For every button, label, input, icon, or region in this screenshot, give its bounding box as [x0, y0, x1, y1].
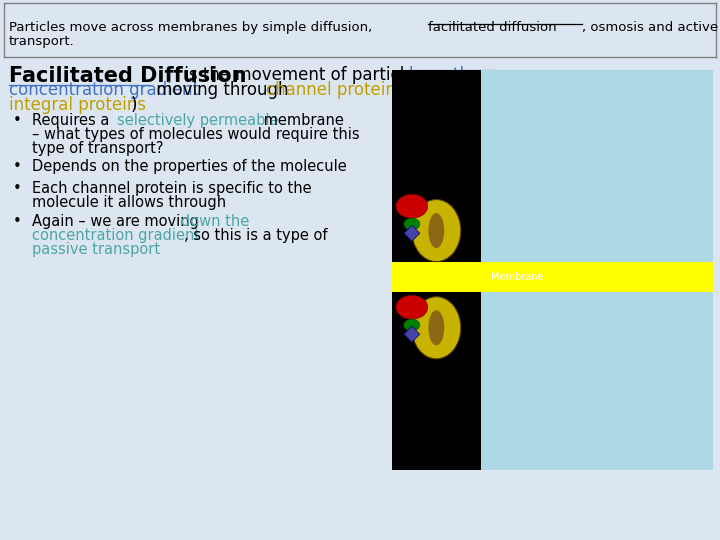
- Text: is the movement of particles: is the movement of particles: [179, 66, 428, 84]
- Text: Requires a: Requires a: [32, 113, 114, 129]
- Text: facilitated diffusion: facilitated diffusion: [428, 21, 557, 33]
- Text: down the: down the: [403, 66, 480, 84]
- Text: , so this is a type of: , so this is a type of: [184, 228, 328, 244]
- Text: channel proteins: channel proteins: [266, 81, 405, 99]
- Ellipse shape: [428, 213, 444, 248]
- Text: transport.: transport.: [9, 35, 74, 48]
- Text: Again – we are moving: Again – we are moving: [32, 214, 204, 230]
- Text: Depends on the properties of the molecule: Depends on the properties of the molecul…: [32, 159, 347, 174]
- Text: (type of: (type of: [409, 81, 479, 99]
- Text: down the: down the: [181, 214, 249, 230]
- Text: selectively permeable: selectively permeable: [117, 113, 279, 129]
- Circle shape: [404, 319, 420, 331]
- Polygon shape: [404, 225, 420, 241]
- Polygon shape: [404, 326, 420, 342]
- Text: ): ): [131, 96, 138, 114]
- Circle shape: [396, 295, 428, 319]
- Text: , osmosis and active: , osmosis and active: [582, 21, 718, 33]
- Text: Membrane: Membrane: [491, 272, 544, 282]
- Text: – what types of molecules would require this: – what types of molecules would require …: [32, 127, 360, 143]
- Text: •: •: [13, 214, 22, 230]
- FancyBboxPatch shape: [392, 262, 713, 292]
- Text: •: •: [13, 181, 22, 196]
- Ellipse shape: [412, 200, 461, 262]
- Text: moving through: moving through: [151, 81, 294, 99]
- Text: concentration gradient: concentration gradient: [9, 81, 199, 99]
- FancyBboxPatch shape: [481, 70, 713, 470]
- Text: Each channel protein is specific to the: Each channel protein is specific to the: [32, 181, 312, 196]
- Text: Particles move across membranes by simple diffusion,: Particles move across membranes by simpl…: [9, 21, 376, 33]
- Text: molecule it allows through: molecule it allows through: [32, 195, 227, 210]
- Text: membrane: membrane: [259, 113, 344, 129]
- Ellipse shape: [412, 297, 461, 359]
- Ellipse shape: [428, 310, 444, 346]
- Text: concentration gradient: concentration gradient: [32, 228, 201, 244]
- Text: •: •: [13, 159, 22, 174]
- Text: type of transport?: type of transport?: [32, 141, 164, 157]
- Text: •: •: [13, 113, 22, 129]
- Circle shape: [404, 218, 420, 230]
- Circle shape: [396, 194, 428, 218]
- Text: passive transport: passive transport: [32, 242, 161, 258]
- Text: Facilitated Diffusion: Facilitated Diffusion: [9, 66, 246, 86]
- Text: integral proteins: integral proteins: [9, 96, 145, 114]
- FancyBboxPatch shape: [392, 70, 713, 470]
